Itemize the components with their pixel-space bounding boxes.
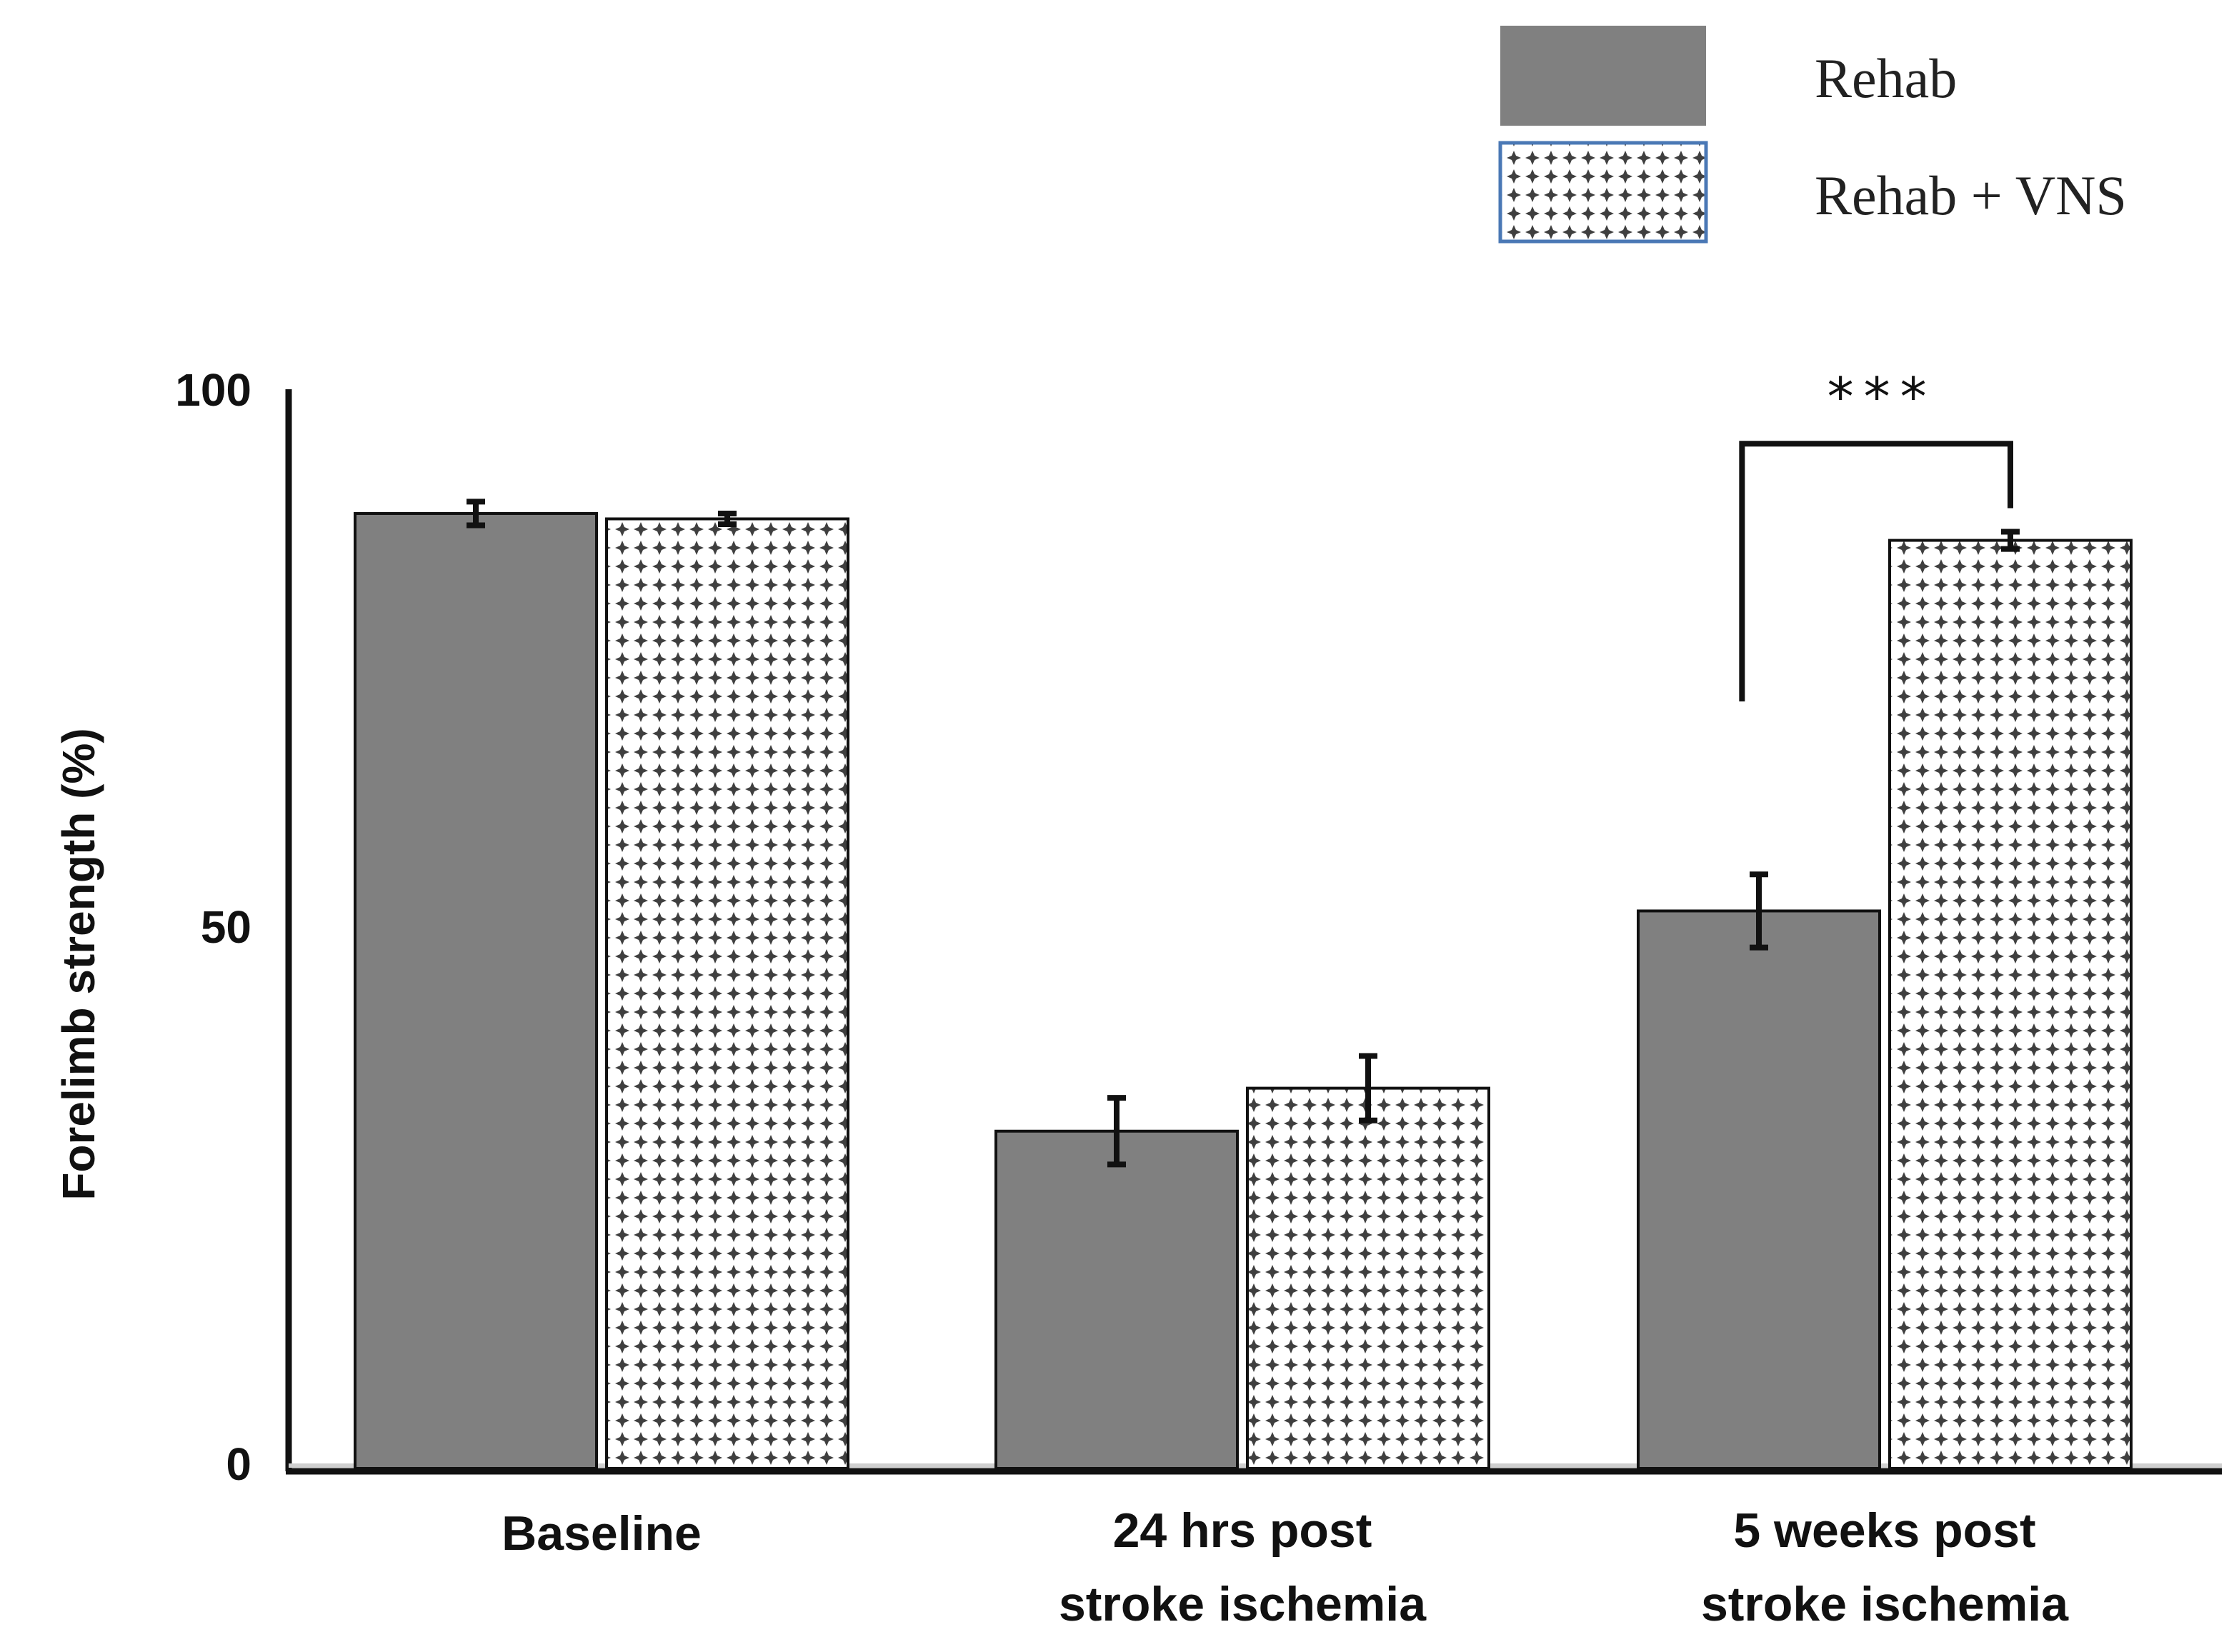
legend: Rehab Rehab + VNS bbox=[1498, 26, 2127, 244]
error-bar bbox=[1359, 1053, 1377, 1123]
error-bar bbox=[1107, 1095, 1126, 1168]
error-bar bbox=[718, 510, 737, 527]
x-category-label: stroke ischemia bbox=[1059, 1577, 1427, 1631]
x-category-label: 5 weeks post bbox=[1733, 1503, 2035, 1558]
y-tick-label: 0 bbox=[226, 1438, 251, 1490]
significance-bracket: *** bbox=[1739, 366, 2013, 702]
bar-rehab-vns bbox=[1246, 1086, 1490, 1470]
error-bar bbox=[2001, 529, 2020, 552]
x-category-label: 24 hrs post bbox=[1113, 1503, 1372, 1558]
y-tick-label: 100 bbox=[175, 364, 251, 416]
error-bar bbox=[467, 499, 485, 529]
bar-rehab bbox=[994, 1129, 1239, 1470]
plot-area: 0 50 100 Baseline 24 hrs post stroke ischemia… bbox=[175, 364, 2222, 1631]
legend-item: Rehab + VNS bbox=[1498, 141, 2127, 244]
legend-label: Rehab bbox=[1815, 47, 1957, 109]
significance-label: *** bbox=[1827, 366, 1937, 428]
y-tick-label: 50 bbox=[201, 901, 251, 953]
bar-rehab-vns bbox=[605, 517, 849, 1470]
legend-label: Rehab + VNS bbox=[1815, 164, 2127, 226]
legend-item: Rehab bbox=[1500, 26, 1957, 126]
legend-swatch-rehab bbox=[1500, 26, 1706, 126]
error-bar bbox=[1750, 871, 1768, 951]
x-category-label: stroke ischemia bbox=[1701, 1577, 2069, 1631]
legend-swatch-rehab-vns bbox=[1498, 141, 1708, 244]
bar-rehab bbox=[354, 511, 598, 1471]
x-category-label: Baseline bbox=[502, 1506, 702, 1561]
y-axis-title: Forelimb strength (%) bbox=[53, 728, 104, 1200]
bar-rehab bbox=[1637, 909, 1881, 1470]
bar-rehab-vns bbox=[1888, 539, 2133, 1470]
